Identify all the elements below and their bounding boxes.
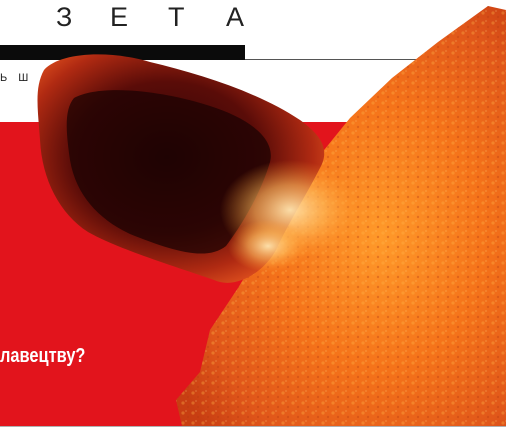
- bottom-rule: [0, 426, 506, 427]
- masthead-bar: [0, 45, 245, 60]
- masthead-letter: Е: [110, 2, 129, 32]
- masthead-letter: А: [226, 2, 245, 32]
- masthead-title: З Е Т А: [0, 2, 260, 42]
- masthead-letter: Т: [168, 2, 185, 32]
- masthead-tagline: Ь Ш: [0, 72, 33, 84]
- masthead-rule: [245, 59, 506, 60]
- headline: лавецтву?: [0, 345, 86, 367]
- masthead-letter: З: [56, 2, 73, 32]
